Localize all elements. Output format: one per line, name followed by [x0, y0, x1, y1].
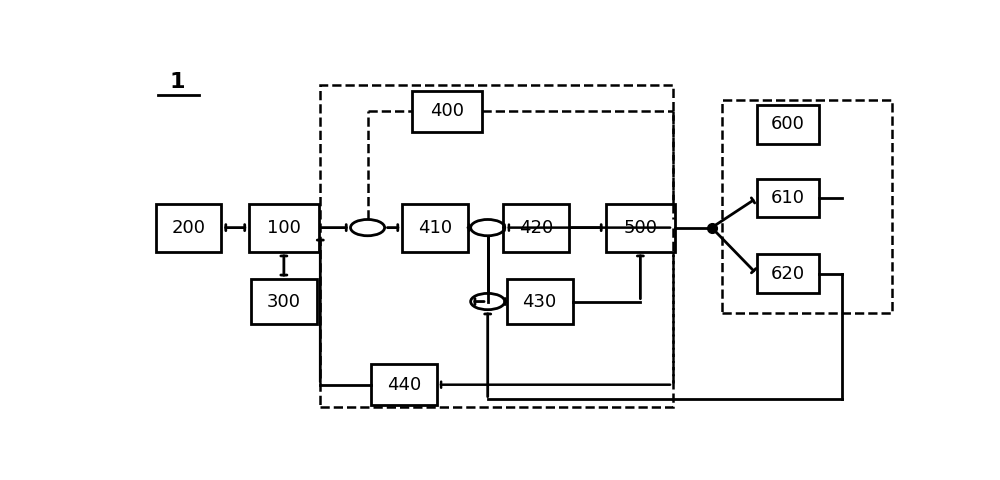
- Text: 410: 410: [418, 218, 452, 237]
- Bar: [249, 204, 319, 252]
- Bar: [507, 279, 573, 324]
- Text: 100: 100: [267, 218, 301, 237]
- Bar: [320, 85, 673, 407]
- Bar: [412, 91, 482, 132]
- Text: 1: 1: [170, 72, 185, 92]
- Bar: [757, 105, 819, 144]
- Bar: [503, 204, 569, 252]
- Text: 600: 600: [771, 115, 805, 133]
- Text: 430: 430: [522, 292, 557, 311]
- Text: 610: 610: [771, 189, 805, 207]
- Bar: [757, 254, 819, 293]
- Text: 200: 200: [172, 218, 206, 237]
- Bar: [371, 364, 437, 405]
- Text: 420: 420: [519, 218, 553, 237]
- Text: 300: 300: [267, 292, 301, 311]
- Text: 620: 620: [771, 265, 805, 283]
- Bar: [251, 279, 317, 324]
- Bar: [156, 204, 221, 252]
- Text: 400: 400: [430, 102, 464, 120]
- Bar: [722, 100, 892, 312]
- Text: 500: 500: [623, 218, 657, 237]
- Text: 440: 440: [387, 376, 421, 394]
- Bar: [402, 204, 468, 252]
- Bar: [606, 204, 675, 252]
- Bar: [757, 179, 819, 217]
